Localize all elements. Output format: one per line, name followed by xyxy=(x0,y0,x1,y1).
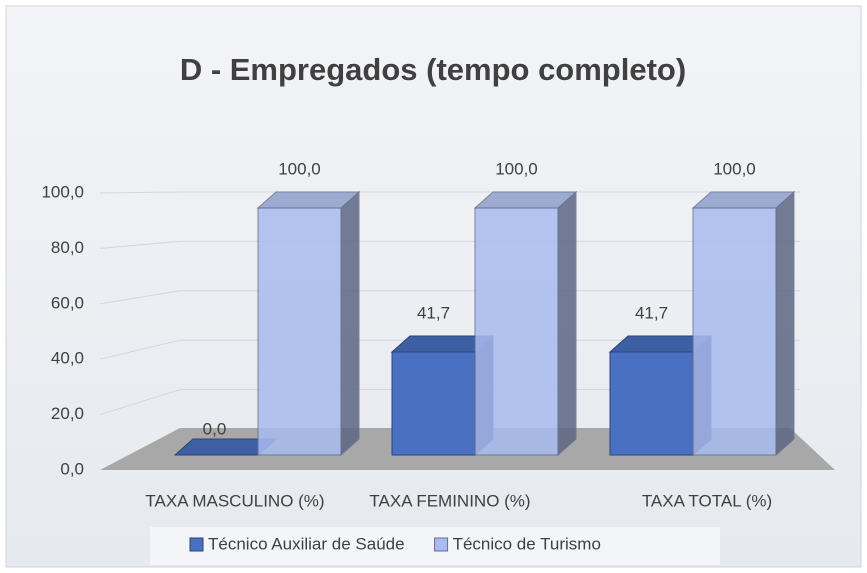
y-tick-label: 0,0 xyxy=(60,459,84,478)
y-tick-label: 80,0 xyxy=(51,238,84,257)
y-tick-label: 20,0 xyxy=(51,404,84,423)
x-tick-label: TAXA MASCULINO (%) xyxy=(145,491,324,510)
bar-side xyxy=(557,190,577,457)
y-tick-label: 60,0 xyxy=(51,293,84,312)
y-tick-label: 100,0 xyxy=(41,182,84,201)
data-label: 100,0 xyxy=(495,159,538,178)
bar xyxy=(692,207,777,456)
data-label: 41,7 xyxy=(417,303,450,322)
x-tick-label: TAXA TOTAL (%) xyxy=(642,491,772,510)
legend-label: Técnico de Turismo xyxy=(453,534,601,553)
bar xyxy=(257,207,342,456)
grid-line xyxy=(99,191,800,194)
legend-swatch xyxy=(189,537,204,552)
chart-title: D - Empregados (tempo completo) xyxy=(180,52,686,87)
bar-top xyxy=(473,191,578,209)
y-tick-label: 40,0 xyxy=(51,349,84,368)
bar-side xyxy=(340,190,360,457)
x-tick-label: TAXA FEMININO (%) xyxy=(369,491,530,510)
grid-line xyxy=(99,240,800,249)
grid-line xyxy=(99,290,800,305)
bar-side xyxy=(775,190,795,457)
data-label: 0,0 xyxy=(203,419,227,438)
bar xyxy=(474,207,559,456)
data-label: 100,0 xyxy=(713,159,756,178)
bar xyxy=(391,351,476,456)
grid-line xyxy=(99,339,800,360)
bar-top xyxy=(691,191,796,209)
data-label: 41,7 xyxy=(635,303,668,322)
legend-label: Técnico Auxiliar de Saúde xyxy=(208,534,405,553)
data-label: 100,0 xyxy=(278,159,321,178)
legend-swatch xyxy=(434,537,449,552)
grid-line xyxy=(99,389,800,416)
bar-top xyxy=(256,191,361,209)
bar xyxy=(609,351,694,456)
